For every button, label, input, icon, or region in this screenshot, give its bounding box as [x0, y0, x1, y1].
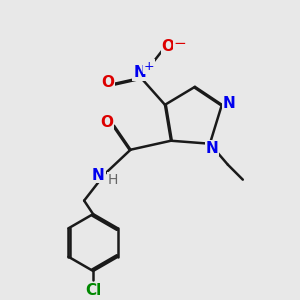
Text: H: H	[107, 173, 118, 187]
Text: N: N	[223, 96, 236, 111]
Text: +: +	[144, 60, 155, 73]
Text: O: O	[101, 75, 114, 90]
Text: N: N	[133, 65, 146, 80]
Text: N: N	[206, 141, 219, 156]
Text: N: N	[92, 168, 105, 183]
Text: Cl: Cl	[85, 283, 101, 298]
Text: O: O	[161, 39, 175, 54]
Text: −: −	[174, 36, 186, 51]
Text: O: O	[100, 115, 113, 130]
